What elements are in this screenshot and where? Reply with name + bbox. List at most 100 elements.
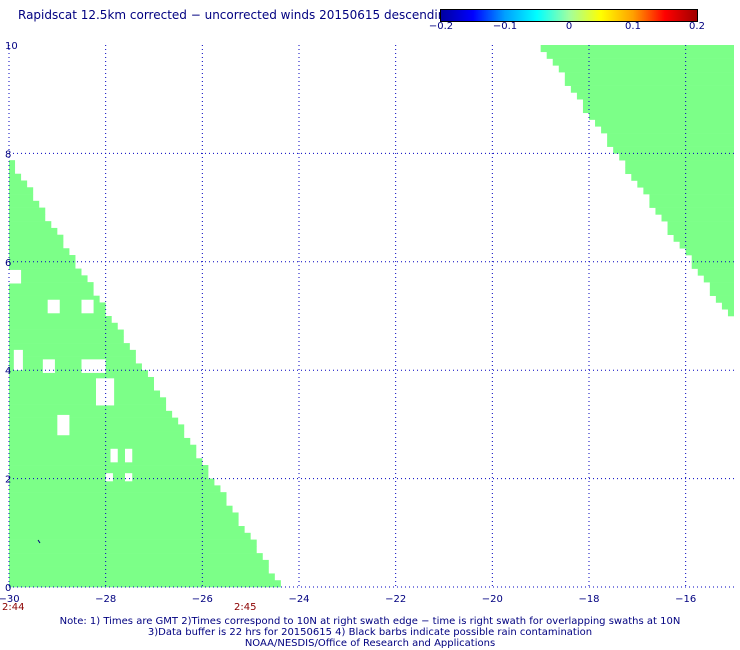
swath-row [589, 112, 734, 120]
swath-row [546, 51, 734, 59]
swath-row [9, 282, 94, 290]
latitude-tick-label: 6 [5, 258, 11, 269]
swath-row [9, 566, 269, 574]
swath-time-label: 2:45 [234, 602, 256, 613]
swath-row [9, 397, 167, 405]
swath-row [715, 295, 734, 303]
swath-row [649, 200, 734, 208]
swath-row [9, 316, 112, 324]
data-gap [125, 448, 133, 463]
swath-row [673, 234, 734, 242]
colorbar-tick-label: 0.2 [689, 21, 705, 32]
swath-row [540, 45, 734, 53]
longitude-tick-label: −30 [0, 594, 20, 605]
swath-row [9, 329, 124, 337]
swath-row [564, 78, 734, 86]
data-gap [105, 473, 113, 482]
data-gap [47, 299, 60, 314]
swath-row [9, 478, 215, 486]
swath-row [9, 519, 239, 527]
note-line-2: 3)Data buffer is 22 hrs for 20150615 4) … [147, 627, 593, 638]
latitude-tick-label: 4 [5, 366, 11, 377]
map-frame [8, 45, 734, 588]
swath-row [9, 498, 227, 506]
swath-row [9, 200, 40, 208]
swath-row [9, 194, 34, 202]
note-line-1: Note: 1) Times are GMT 2)Times correspon… [59, 616, 681, 627]
colorbar-tick-label: −0.1 [492, 21, 518, 32]
swath-row [667, 221, 734, 229]
swath-row [9, 444, 197, 452]
data-gap [81, 359, 106, 373]
colorbar [440, 9, 698, 22]
swath-row [9, 553, 263, 561]
swath-row [625, 160, 734, 168]
colorbar-tick-label: −0.2 [428, 21, 454, 32]
swath-row [697, 268, 734, 276]
swath-row [667, 227, 734, 235]
swath-row [619, 153, 734, 161]
swath-row [9, 322, 118, 330]
swath-row [9, 383, 154, 391]
swath-row [691, 255, 734, 263]
swath-row [9, 295, 100, 303]
map-title: Rapidscat 12.5km corrected − uncorrected… [18, 8, 453, 22]
swath-row [9, 580, 281, 588]
swath-row [9, 288, 94, 296]
swath-row [649, 194, 734, 202]
swath-row [9, 539, 257, 547]
swath-row [9, 559, 269, 567]
swath-row [9, 221, 52, 229]
swath-row [721, 302, 734, 310]
swath-cells [9, 45, 734, 588]
swath-row [9, 349, 136, 357]
data-gap [125, 473, 133, 482]
data-gap [110, 448, 118, 463]
swath-row [595, 119, 734, 127]
swath-row [9, 437, 191, 446]
swath-row [9, 207, 46, 215]
swath-row [643, 187, 734, 195]
swath-row [9, 370, 148, 378]
longitude-tick-label: −16 [675, 594, 696, 605]
longitude-tick-label: −26 [192, 594, 213, 605]
swath-row [9, 173, 22, 181]
swath-row [9, 180, 28, 188]
swath-row [9, 505, 233, 513]
swath-row [691, 261, 734, 269]
swath-row [9, 492, 227, 500]
swath-row [703, 275, 734, 283]
swath-row [9, 465, 209, 473]
swath-row [9, 343, 130, 351]
swath-row [9, 512, 239, 520]
swath-row [9, 356, 136, 364]
data-gap-cells [9, 269, 133, 482]
swath-row [9, 234, 64, 242]
swath-row [582, 99, 734, 107]
swath-row [9, 187, 34, 195]
swath-row [727, 309, 734, 317]
swath-row [685, 248, 734, 256]
swath-row [601, 126, 734, 134]
swath-row [576, 92, 734, 100]
swath-row [564, 72, 734, 80]
swath-row [570, 85, 734, 93]
swath-row [9, 451, 197, 459]
note-line-3: NOAA/NESDIS/Office of Research and Appli… [244, 638, 496, 649]
swath-row [9, 532, 251, 540]
swath-row [582, 105, 734, 114]
longitude-tick-labels: −30 −28 −26 −24 −22 −20 −18 −16 [0, 594, 696, 605]
swath-row [661, 214, 734, 222]
swath-row [9, 336, 124, 344]
data-gap [57, 414, 70, 436]
swath-row [9, 214, 46, 222]
swath-row [9, 546, 257, 554]
swath-row [558, 65, 734, 73]
swath-row [9, 227, 58, 235]
swath-row [9, 404, 167, 412]
longitude-tick-label: −28 [95, 594, 116, 605]
swath-time-labels: 2:44 2:45 [2, 539, 256, 613]
data-gap [81, 299, 94, 314]
swath-row [631, 173, 734, 181]
swath-row [9, 424, 185, 432]
